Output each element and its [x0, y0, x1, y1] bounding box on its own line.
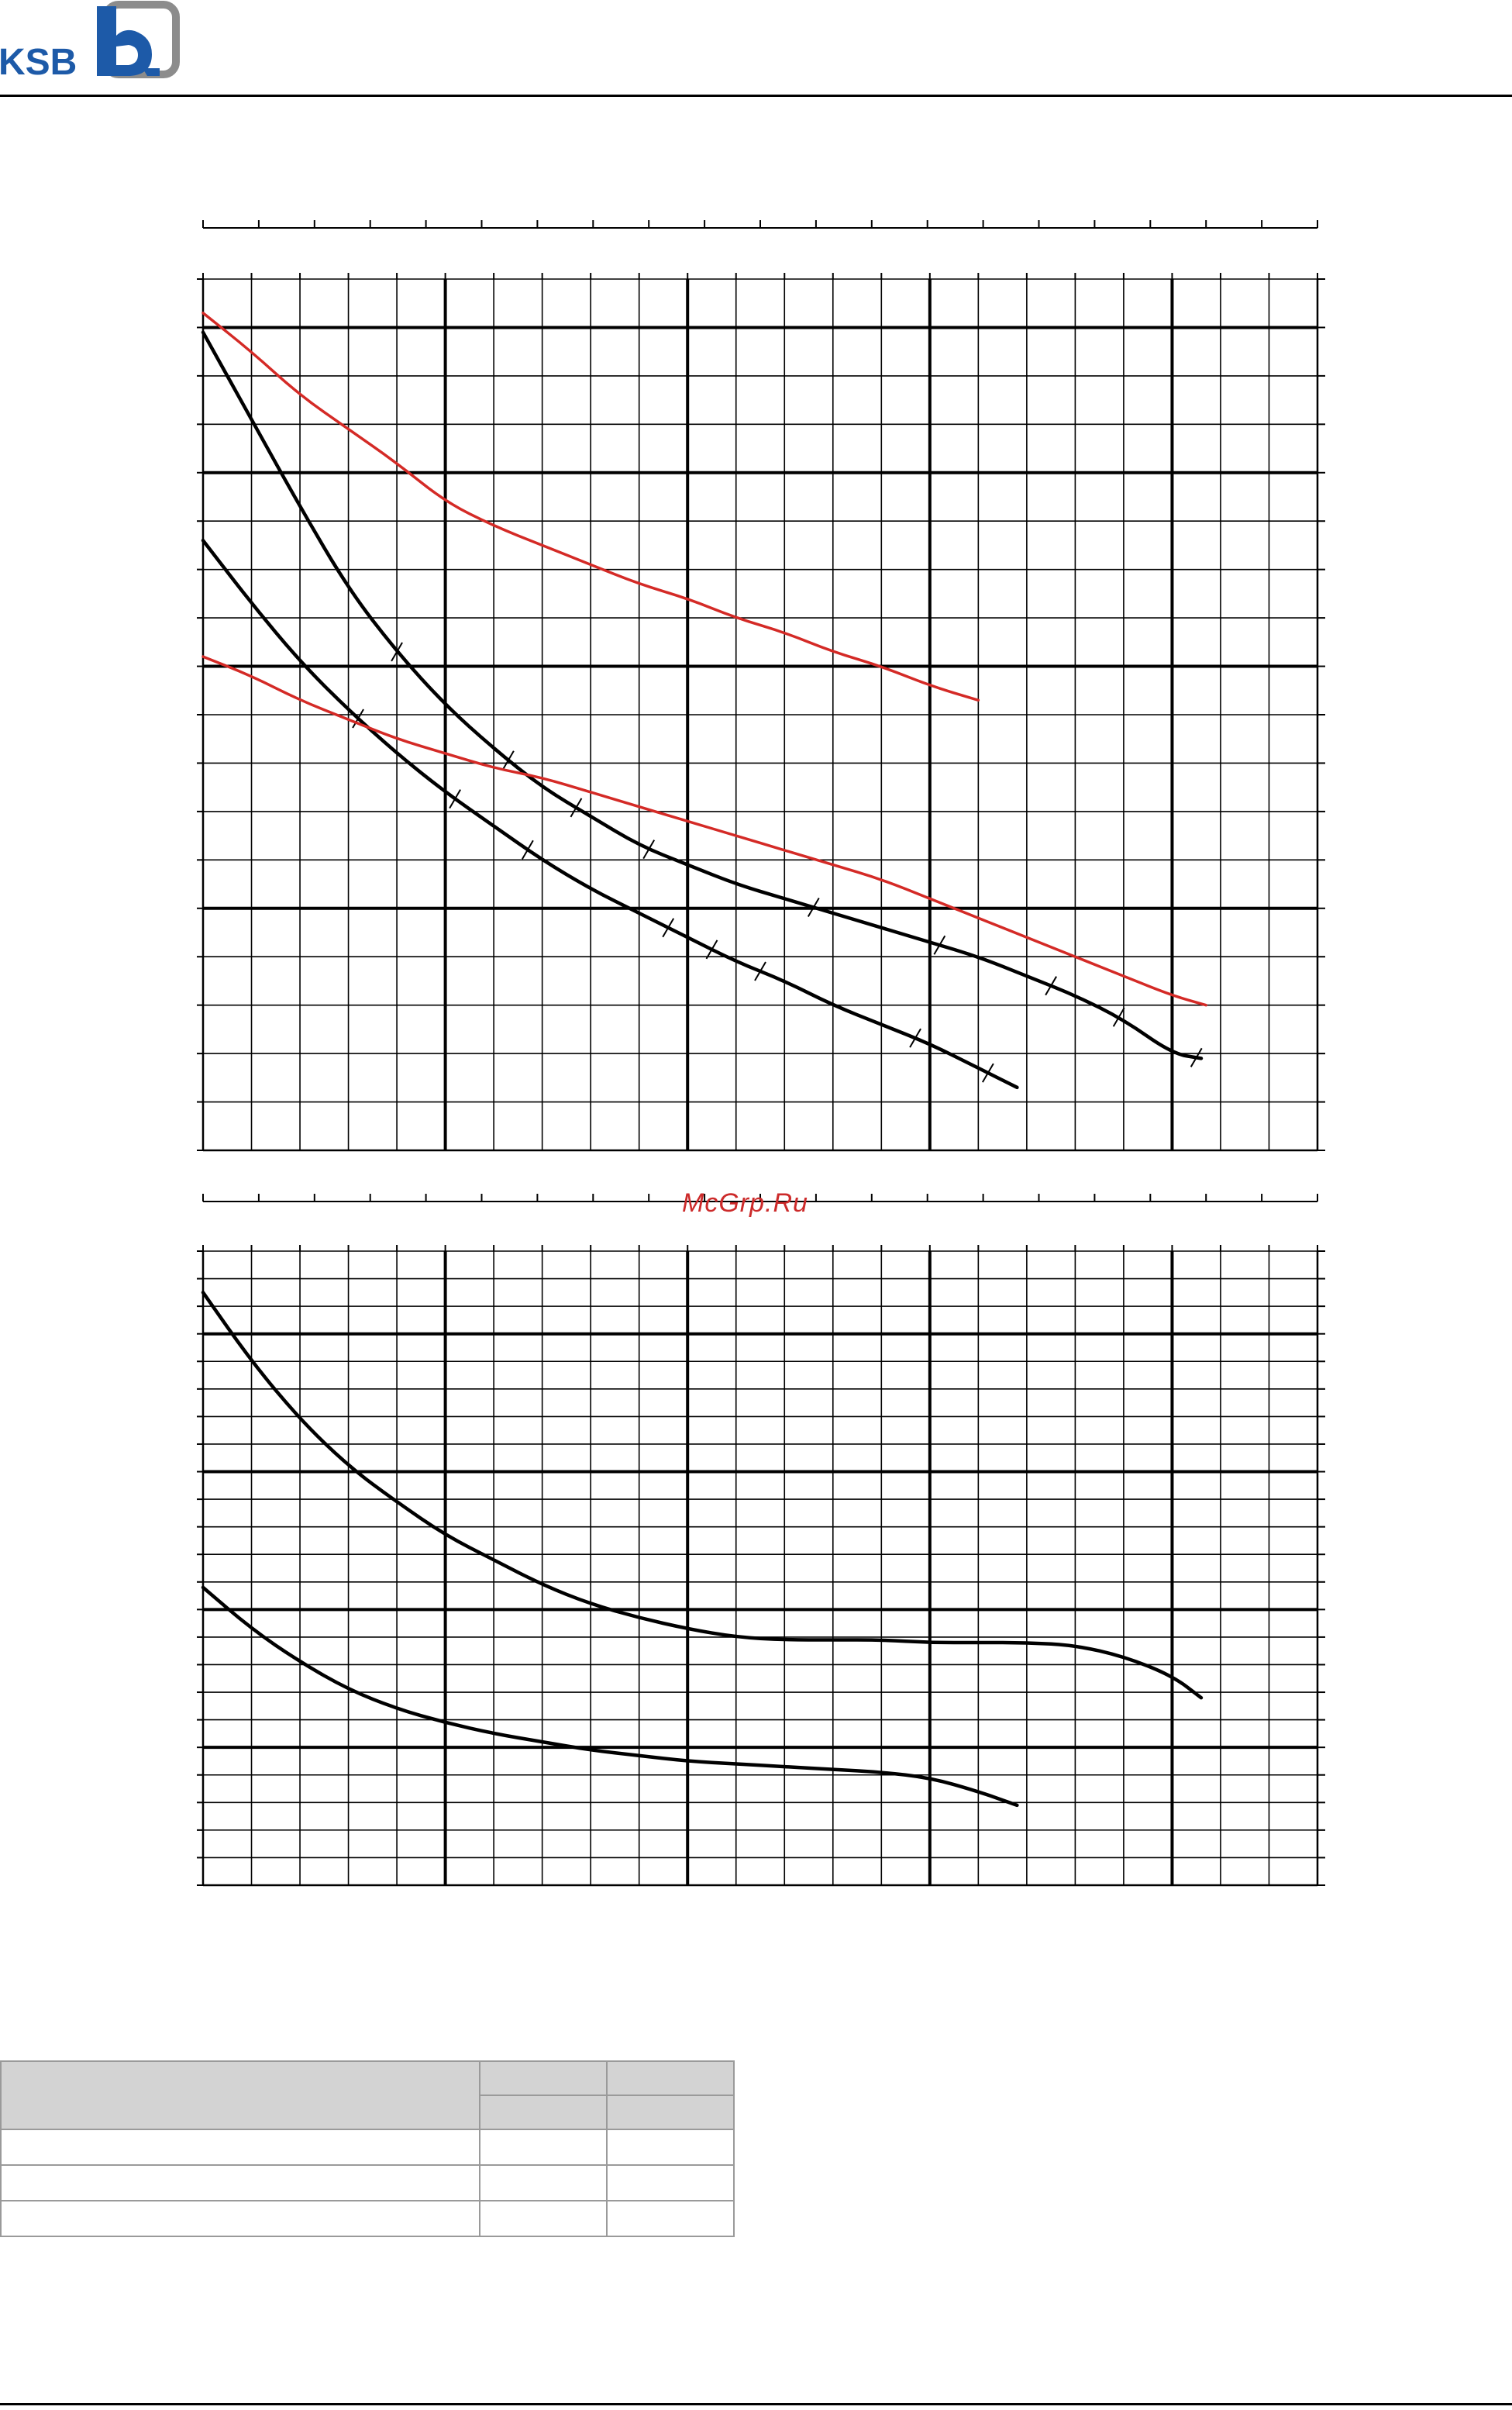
table-header-cell — [479, 2095, 608, 2130]
footer-rule — [0, 2403, 1512, 2405]
curve-tick-mark — [981, 1063, 994, 1083]
curve-tick-mark — [570, 798, 583, 818]
table-subheader-row — [1, 2095, 735, 2130]
ksb-logo-b-mark — [97, 6, 152, 76]
table-cell — [479, 2164, 608, 2201]
table-header-cell — [0, 2060, 480, 2130]
table-header-row — [0, 2060, 735, 2130]
ksb-logo-accent — [143, 68, 160, 76]
curve-tick-mark — [522, 840, 534, 860]
table-cell — [479, 2200, 608, 2237]
data-table — [0, 2060, 735, 2237]
curve-tick-mark — [662, 918, 675, 938]
table-row — [0, 2129, 735, 2166]
curve-tick-mark — [449, 789, 461, 809]
table-row — [0, 2164, 735, 2201]
series-line-4 — [201, 655, 1207, 1007]
header-rule — [0, 95, 1512, 97]
curve-tick-mark — [502, 750, 515, 771]
curve-tick-mark — [933, 935, 946, 955]
table-header-cell — [606, 2095, 735, 2130]
curve-tick-mark — [1112, 1007, 1125, 1027]
series-line-1 — [201, 330, 1204, 1060]
table-cell — [479, 2129, 608, 2166]
pump-curve-charts — [197, 220, 1325, 1887]
ksb-logo: KSB — [0, 1, 180, 83]
curve-tick-mark — [391, 642, 403, 662]
curve-tick-mark — [352, 709, 364, 729]
curve-tick-mark — [909, 1028, 921, 1048]
table-cell — [606, 2164, 735, 2201]
table-header-cell — [479, 2060, 608, 2096]
curve-tick-mark — [754, 961, 766, 981]
curve-tick-mark — [642, 840, 656, 860]
curve-tick-mark — [807, 898, 820, 918]
ksb-logo-text: KSB — [0, 42, 77, 83]
series-line-1 — [201, 1291, 1204, 1700]
curve-tick-mark — [705, 940, 718, 960]
table-row — [0, 2200, 735, 2237]
table-cell — [606, 2129, 735, 2166]
curve-tick-mark — [1190, 1047, 1203, 1067]
series-line-2 — [201, 538, 1019, 1090]
table-cell — [0, 2129, 480, 2166]
table-cell — [606, 2200, 735, 2237]
table-cell — [0, 2200, 480, 2237]
series-line-3 — [201, 311, 980, 702]
series-line-2 — [201, 1585, 1019, 1808]
watermark-text: McGrp.Ru — [682, 1188, 808, 1218]
curve-tick-mark — [1045, 976, 1057, 996]
table-cell — [0, 2164, 480, 2201]
table-header-cell — [606, 2060, 735, 2096]
